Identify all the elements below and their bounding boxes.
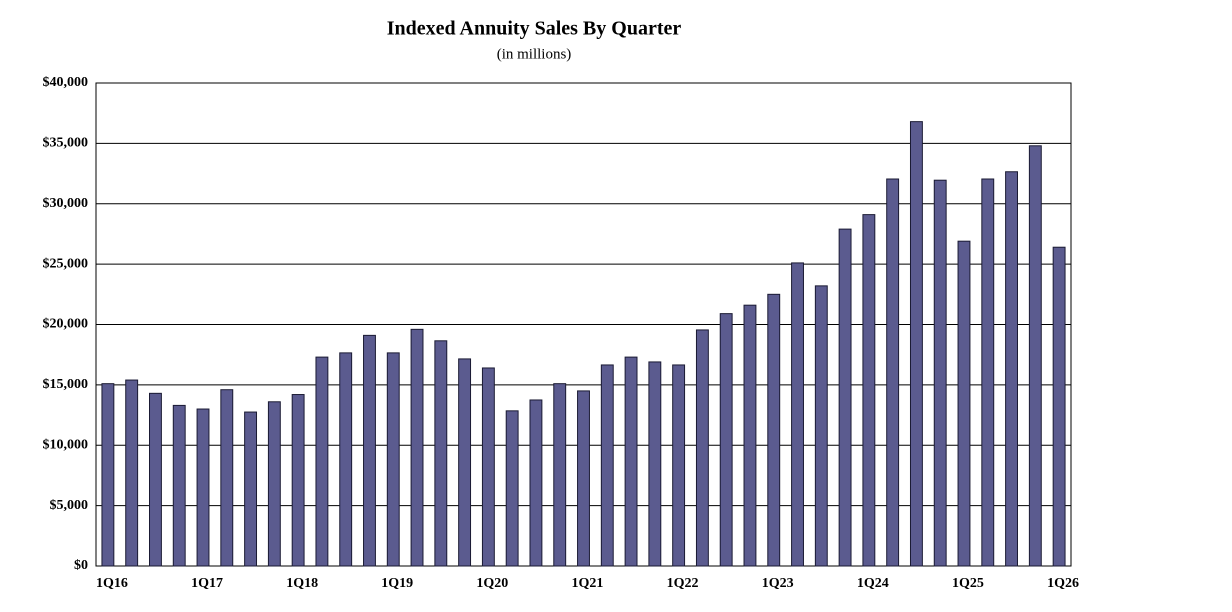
bar bbox=[339, 352, 353, 567]
bar bbox=[933, 179, 947, 567]
y-tick-label: $40,000 bbox=[43, 75, 89, 90]
bar bbox=[957, 240, 971, 567]
bar bbox=[244, 411, 258, 567]
bar bbox=[672, 364, 686, 567]
x-tick-label: 1Q24 bbox=[857, 576, 889, 591]
bar bbox=[695, 329, 709, 567]
bar bbox=[719, 313, 733, 567]
bar bbox=[624, 356, 638, 567]
bar bbox=[101, 383, 115, 567]
x-tick-label: 1Q21 bbox=[572, 576, 604, 591]
x-tick-label: 1Q23 bbox=[762, 576, 794, 591]
bar bbox=[791, 262, 804, 567]
bar bbox=[862, 214, 876, 567]
bar bbox=[1005, 171, 1018, 567]
chart-title: Indexed Annuity Sales By Quarter bbox=[387, 18, 682, 40]
bar bbox=[981, 178, 995, 567]
bar bbox=[172, 404, 186, 567]
bar bbox=[410, 328, 424, 567]
y-tick-label: $30,000 bbox=[43, 196, 89, 211]
bar bbox=[505, 410, 519, 567]
bar bbox=[386, 352, 400, 567]
bar bbox=[220, 389, 234, 567]
y-tick-label: $15,000 bbox=[43, 377, 89, 392]
x-tick-label: 1Q19 bbox=[381, 576, 413, 591]
bar bbox=[909, 121, 923, 567]
x-tick-label: 1Q18 bbox=[286, 576, 318, 591]
bar bbox=[481, 367, 495, 567]
bar bbox=[553, 383, 567, 567]
y-tick-label: $5,000 bbox=[50, 498, 89, 513]
bar bbox=[363, 334, 376, 567]
bar bbox=[648, 361, 662, 567]
bar bbox=[1028, 145, 1042, 567]
y-tick-label: $20,000 bbox=[43, 317, 89, 332]
bar bbox=[838, 228, 852, 567]
chart-subtitle: (in millions) bbox=[497, 46, 572, 62]
x-tick-label: 1Q17 bbox=[191, 576, 223, 591]
y-tick-label: $25,000 bbox=[43, 256, 89, 271]
x-tick-label: 1Q20 bbox=[476, 576, 508, 591]
bar bbox=[315, 356, 329, 567]
bar bbox=[743, 304, 757, 567]
bar bbox=[458, 358, 472, 567]
bar bbox=[814, 285, 828, 567]
bar bbox=[267, 401, 281, 567]
bar bbox=[886, 178, 900, 567]
x-tick-label: 1Q25 bbox=[952, 576, 984, 591]
x-tick-label: 1Q16 bbox=[96, 576, 128, 591]
bar bbox=[196, 408, 210, 567]
x-tick-label: 1Q26 bbox=[1047, 576, 1079, 591]
bar bbox=[434, 340, 448, 567]
bar bbox=[125, 379, 139, 567]
bar bbox=[291, 394, 305, 567]
y-tick-label: $0 bbox=[74, 558, 88, 573]
bar bbox=[1052, 246, 1066, 567]
y-tick-label: $10,000 bbox=[43, 437, 89, 452]
bar bbox=[767, 293, 781, 567]
bar bbox=[529, 399, 543, 567]
x-tick-label: 1Q22 bbox=[667, 576, 699, 591]
bar bbox=[149, 392, 162, 567]
bar bbox=[577, 390, 590, 567]
bar bbox=[600, 364, 614, 567]
y-tick-label: $35,000 bbox=[43, 136, 89, 151]
